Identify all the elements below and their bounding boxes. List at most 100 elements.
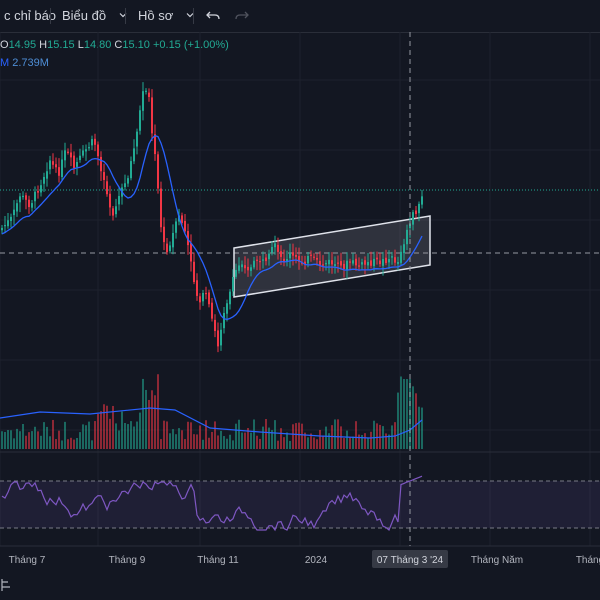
candle-body <box>406 229 408 245</box>
candle-body <box>421 196 423 205</box>
volume-bar <box>238 419 240 449</box>
time-axis-label: 2024 <box>305 555 328 566</box>
candle-body <box>10 216 12 221</box>
chevron-down-icon <box>186 13 194 18</box>
volume-bar <box>124 422 126 449</box>
candle-body <box>49 160 51 170</box>
volume-bar <box>160 439 162 449</box>
candle-body <box>7 220 9 227</box>
candle-body <box>337 262 339 264</box>
candle-body <box>313 256 315 258</box>
volume-bar <box>415 393 417 449</box>
candle-body <box>1 227 3 231</box>
volume-bar <box>247 428 249 449</box>
volume-bar <box>259 438 261 449</box>
redo-icon[interactable] <box>234 8 250 24</box>
volume-bar <box>397 392 399 449</box>
candle-body <box>238 265 240 271</box>
volume-bar <box>268 427 270 449</box>
candle-body <box>292 252 294 256</box>
volume-bar <box>220 430 222 449</box>
volume-legend: M 2.739M <box>0 57 49 69</box>
volume-bar <box>148 399 150 449</box>
candle-body <box>286 259 288 262</box>
candle-body <box>139 110 141 131</box>
volume-bar <box>106 405 108 449</box>
volume-bar <box>58 430 60 449</box>
volume-bar <box>115 423 117 449</box>
open-value: 14.95 <box>8 39 37 51</box>
candle-body <box>208 292 210 305</box>
candle-body <box>34 191 36 202</box>
volume-bar <box>265 419 267 449</box>
candle-body <box>16 203 18 212</box>
volume-bars <box>1 374 423 449</box>
candle-body <box>25 195 27 200</box>
candle-body <box>58 167 60 176</box>
volume-bar <box>274 420 276 449</box>
candle-body <box>310 254 312 256</box>
crosshair-time-badge <box>372 550 448 568</box>
volume-bar <box>121 411 123 449</box>
volume-bar <box>190 422 192 449</box>
undo-icon[interactable] <box>205 8 221 24</box>
volume-bar <box>385 433 387 449</box>
candle-body <box>193 261 195 283</box>
time-axis-label: Tháng 9 <box>109 555 146 566</box>
candle-body <box>412 212 414 225</box>
candle-body <box>361 262 363 265</box>
volume-bar <box>307 437 309 449</box>
time-axis-label: Tháng Năm <box>471 555 523 566</box>
volume-bar <box>163 420 165 449</box>
candle-body <box>118 196 120 205</box>
candle-body <box>379 260 381 265</box>
volume-bar <box>253 419 255 449</box>
volume-bar <box>109 418 111 449</box>
volume-bar <box>34 426 36 449</box>
high-value: 15.15 <box>47 39 75 51</box>
volume-bar <box>19 431 21 449</box>
volume-bar <box>325 426 327 449</box>
candle-body <box>370 260 372 266</box>
axis-settings-icon[interactable] <box>0 578 12 592</box>
candle-body <box>88 147 90 149</box>
volume-bar <box>280 428 282 449</box>
volume-bar <box>256 435 258 449</box>
candle-body <box>253 260 255 268</box>
candle-body <box>145 90 147 92</box>
candle-body <box>349 261 351 263</box>
volume-value: 2.739M <box>12 57 49 69</box>
volume-bar <box>187 421 189 449</box>
volume-bar <box>250 432 252 449</box>
profile-menu-button[interactable]: Hồ sơ <box>138 0 195 32</box>
volume-bar <box>286 432 288 449</box>
volume-bar <box>181 430 183 449</box>
volume-bar <box>1 431 3 449</box>
volume-bar <box>376 423 378 449</box>
high-key: H <box>39 39 48 51</box>
volume-bar <box>76 437 78 449</box>
candle-body <box>61 159 63 177</box>
candle-body <box>76 162 78 167</box>
candle-body <box>319 261 321 266</box>
volume-bar <box>358 434 360 449</box>
volume-bar <box>193 434 195 449</box>
time-axis-label: Tháng 11 <box>197 555 239 566</box>
chart-menu-button[interactable]: Biểu đồ <box>62 0 128 32</box>
candle-body <box>307 255 309 264</box>
candle-body <box>85 149 87 152</box>
volume-bar <box>310 433 312 449</box>
candle-body <box>151 97 153 134</box>
volume-bar <box>25 435 27 449</box>
volume-bar <box>235 423 237 449</box>
candle-body <box>124 183 126 188</box>
indicators-button[interactable]: c chỉ báo <box>4 8 57 23</box>
candle-body <box>73 155 75 168</box>
volume-bar <box>349 437 351 449</box>
time-axis: Tháng 7 Tháng 9 Tháng 11 2024 Tháng Năm Tháng <box>9 555 600 566</box>
candle-body <box>196 280 198 296</box>
candle-body <box>127 178 129 184</box>
volume-bar <box>184 439 186 449</box>
candle-body <box>280 251 282 257</box>
